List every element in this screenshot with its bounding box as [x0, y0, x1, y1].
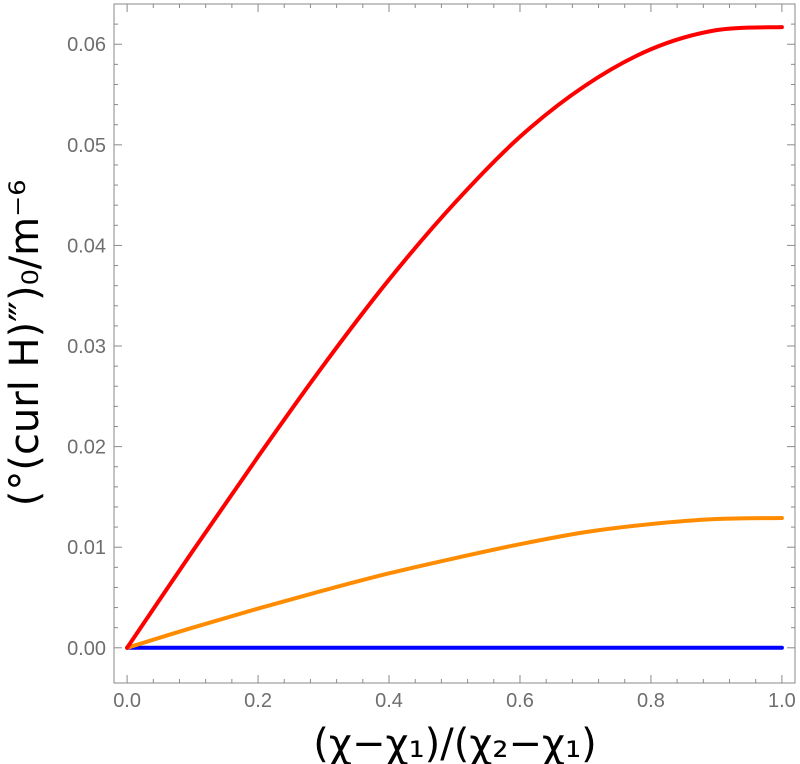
series-line-1 — [125, 516, 784, 650]
y-tick-label: 0.04 — [67, 235, 106, 257]
x-tick-label: 0.6 — [506, 690, 534, 712]
y-tick-label: 0.03 — [67, 336, 106, 358]
x-tick-label: 0.0 — [113, 690, 141, 712]
x-tick-label: 0.4 — [375, 690, 403, 712]
plot-frame — [113, 3, 796, 684]
series-line-0 — [125, 25, 784, 650]
y-tick-label: 0.02 — [67, 437, 106, 459]
x-tick-label: 0.8 — [637, 690, 665, 712]
y-tick-label: 0.05 — [67, 135, 106, 157]
y-tick-label: 0.01 — [67, 537, 106, 559]
y-tick-label: 0.00 — [67, 638, 106, 660]
ticks — [114, 4, 795, 683]
x-axis-title: (χ−χ₁)/(χ₂−χ₁) — [313, 721, 596, 764]
x-tick-label: 0.2 — [244, 690, 272, 712]
y-tick-label: 0.06 — [67, 34, 106, 56]
tick-labels: 0.0 0.2 0.4 0.6 0.8 1.0 0.00 0.01 0.02 0.03 0.04 0.… — [67, 34, 796, 712]
series-lines — [125, 25, 784, 650]
y-axis-title: (°(curl H)‴)₀/m⁻⁶ — [2, 180, 48, 507]
x-tick-label: 1.0 — [768, 690, 796, 712]
